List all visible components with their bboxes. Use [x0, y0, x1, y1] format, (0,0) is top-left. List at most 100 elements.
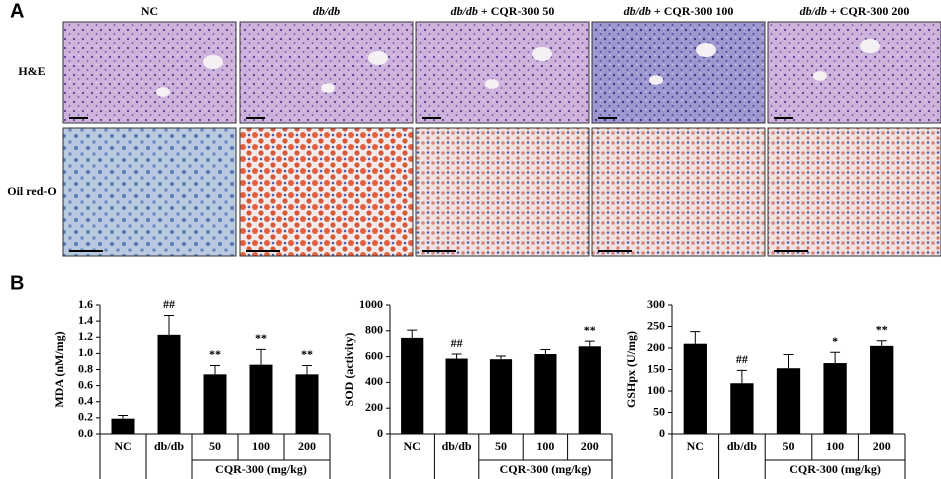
- micrograph: [239, 127, 414, 257]
- error-bar: [783, 353, 794, 369]
- bar: [157, 334, 181, 434]
- y-tick-label: 200: [365, 400, 383, 414]
- significance: **: [584, 323, 596, 337]
- x-tick-label: NC: [687, 439, 704, 453]
- header-part: + CQR-300 50: [478, 4, 555, 18]
- y-tick-label: 1000: [359, 297, 383, 311]
- error-bar: [302, 364, 312, 375]
- micrograph: [767, 127, 941, 257]
- error-bar: [736, 369, 747, 384]
- y-axis-title: GSHpx (U/mg): [624, 331, 638, 408]
- bar: [249, 364, 273, 434]
- vessel: [696, 43, 716, 57]
- header-part: db/db: [313, 4, 340, 18]
- significance: *: [832, 334, 838, 348]
- vessel: [532, 47, 552, 61]
- error-bar: [407, 329, 418, 338]
- bar: [489, 359, 513, 434]
- error-bar: [690, 331, 701, 344]
- bar: [823, 363, 847, 434]
- bar: [401, 337, 424, 434]
- x-tick-label: NC: [404, 439, 421, 453]
- x-tick-label: 50: [783, 439, 795, 453]
- vessel: [813, 71, 827, 81]
- error-bar: [210, 364, 220, 375]
- column-header: db/db: [313, 4, 340, 18]
- significance: **: [876, 322, 888, 336]
- vessel: [649, 75, 663, 85]
- micrograph: [62, 127, 237, 257]
- bar: [445, 358, 468, 434]
- bar: [203, 374, 227, 434]
- error-bar: [540, 349, 551, 355]
- significance: **: [255, 331, 267, 345]
- y-tick-label: 0: [659, 426, 665, 440]
- significance: ##: [451, 336, 463, 350]
- y-tick-label: 1.4: [78, 313, 93, 327]
- x-tick-label: 100: [252, 439, 270, 453]
- header-part: db/db: [624, 4, 651, 18]
- header-part: NC: [141, 4, 158, 18]
- bar: [111, 418, 135, 434]
- vessel: [860, 39, 880, 53]
- group-label: CQR-300 (mg/kg): [789, 462, 881, 476]
- x-tick-label: db/db: [154, 439, 184, 453]
- micrograph: [415, 127, 590, 257]
- row-label: H&E: [18, 64, 45, 78]
- error-bar: [876, 340, 887, 346]
- vessel: [321, 83, 335, 93]
- bar: [534, 354, 557, 434]
- x-tick-label: 50: [495, 439, 507, 453]
- y-tick-label: 1.6: [78, 297, 93, 311]
- header-part: + CQR-300 100: [651, 4, 734, 18]
- y-tick-label: 400: [365, 374, 383, 388]
- micrograph: [767, 21, 941, 124]
- y-tick-label: 0.4: [78, 394, 93, 408]
- group-label: CQR-300 (mg/kg): [215, 462, 307, 476]
- column-header: db/db + CQR-300 100: [624, 4, 734, 18]
- column-header: db/db + CQR-300 50: [451, 4, 555, 18]
- y-axis-title: SOD (activity): [342, 333, 356, 407]
- y-tick-label: 0.6: [78, 377, 93, 391]
- x-tick-label: 100: [536, 439, 554, 453]
- column-header: db/db + CQR-300 200: [800, 4, 910, 18]
- micrograph: [239, 21, 414, 124]
- y-tick-label: 1.2: [78, 329, 93, 343]
- significance: ##: [736, 352, 748, 366]
- y-tick-label: 300: [647, 297, 665, 311]
- row-label: Oil red-O: [7, 184, 56, 198]
- error-bar: [256, 348, 266, 365]
- significance: ##: [163, 297, 175, 311]
- y-tick-label: 600: [365, 348, 383, 362]
- x-tick-label: NC: [114, 439, 131, 453]
- error-bar: [164, 314, 174, 335]
- error-bar: [451, 353, 462, 359]
- micrograph: [591, 127, 766, 257]
- y-tick-label: 0.8: [78, 361, 93, 375]
- column-header: NC: [141, 4, 158, 18]
- header-part: + CQR-300 200: [827, 4, 910, 18]
- x-tick-label: db/db: [442, 439, 472, 453]
- y-tick-label: 250: [647, 318, 665, 332]
- vessel: [368, 51, 388, 65]
- x-tick-label: 100: [826, 439, 844, 453]
- y-tick-label: 50: [653, 404, 665, 418]
- bar: [683, 343, 707, 434]
- error-bar: [830, 351, 841, 364]
- error-bar: [496, 355, 506, 360]
- x-tick-label: 200: [873, 439, 891, 453]
- y-tick-label: 1.0: [78, 345, 93, 359]
- x-tick-label: 200: [298, 439, 316, 453]
- bar: [870, 345, 894, 434]
- y-tick-label: 800: [365, 323, 383, 337]
- bar: [730, 383, 754, 434]
- header-part: db/db: [451, 4, 478, 18]
- y-tick-label: 150: [647, 361, 665, 375]
- significance: **: [209, 347, 221, 361]
- bar: [578, 346, 601, 434]
- vessel: [485, 79, 499, 89]
- y-axis-title: MDA (nM/mg): [52, 331, 66, 407]
- y-tick-label: 100: [647, 383, 665, 397]
- y-tick-label: 0.0: [78, 426, 93, 440]
